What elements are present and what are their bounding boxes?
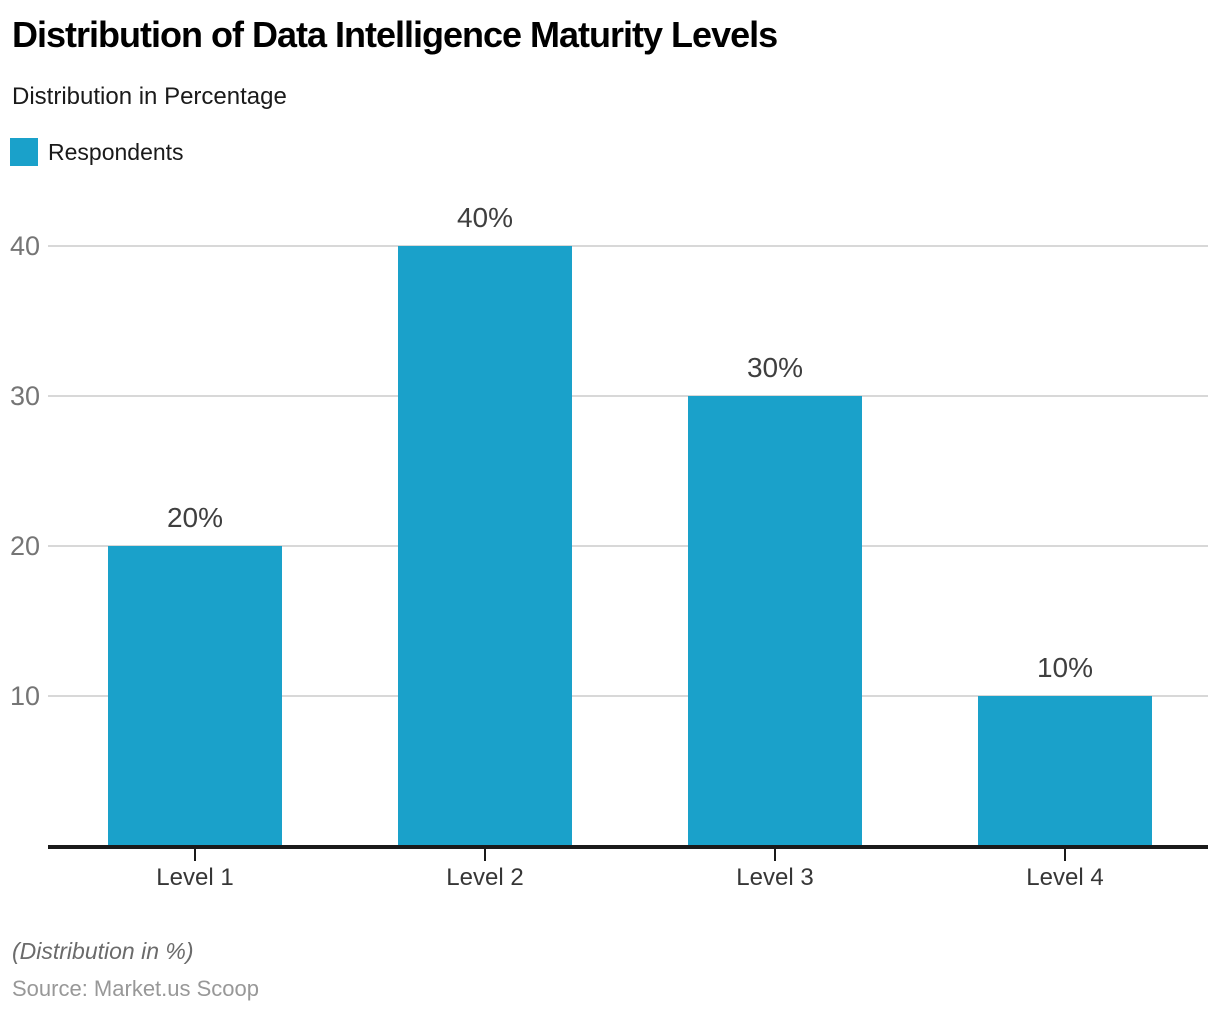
- legend-label: Respondents: [48, 139, 184, 165]
- x-axis-label: Level 4: [1026, 864, 1104, 891]
- y-axis-label: 40: [9, 231, 40, 261]
- footnote: (Distribution in %): [12, 938, 194, 964]
- bar-value-label: 20%: [166, 502, 224, 533]
- y-axis-label: 30: [9, 381, 40, 411]
- gridline: [48, 395, 1208, 397]
- x-axis-label: Level 3: [736, 864, 814, 891]
- x-axis-label: Level 1: [156, 864, 234, 891]
- bar: [108, 546, 282, 846]
- bar: [688, 396, 862, 846]
- x-tick: [774, 849, 776, 861]
- x-tick: [194, 849, 196, 861]
- bar-value-label: 30%: [746, 352, 804, 383]
- y-axis-label: 20: [9, 531, 40, 561]
- x-tick: [484, 849, 486, 861]
- bar-value-label: 10%: [1036, 652, 1094, 683]
- legend-swatch: [10, 138, 38, 166]
- y-axis-label: 10: [9, 681, 40, 711]
- x-tick: [1064, 849, 1066, 861]
- bar: [398, 246, 572, 846]
- legend: Respondents: [10, 138, 184, 166]
- gridline: [48, 695, 1208, 697]
- gridline: [48, 245, 1208, 247]
- gridline: [48, 545, 1208, 547]
- chart-title: Distribution of Data Intelligence Maturi…: [12, 14, 778, 55]
- source-line: Source: Market.us Scoop: [12, 976, 260, 1001]
- bar-value-label: 40%: [456, 202, 514, 233]
- x-axis-label: Level 2: [446, 864, 524, 891]
- bar: [978, 696, 1152, 846]
- x-axis-line: [48, 845, 1208, 849]
- chart-subtitle: Distribution in Percentage: [12, 83, 287, 110]
